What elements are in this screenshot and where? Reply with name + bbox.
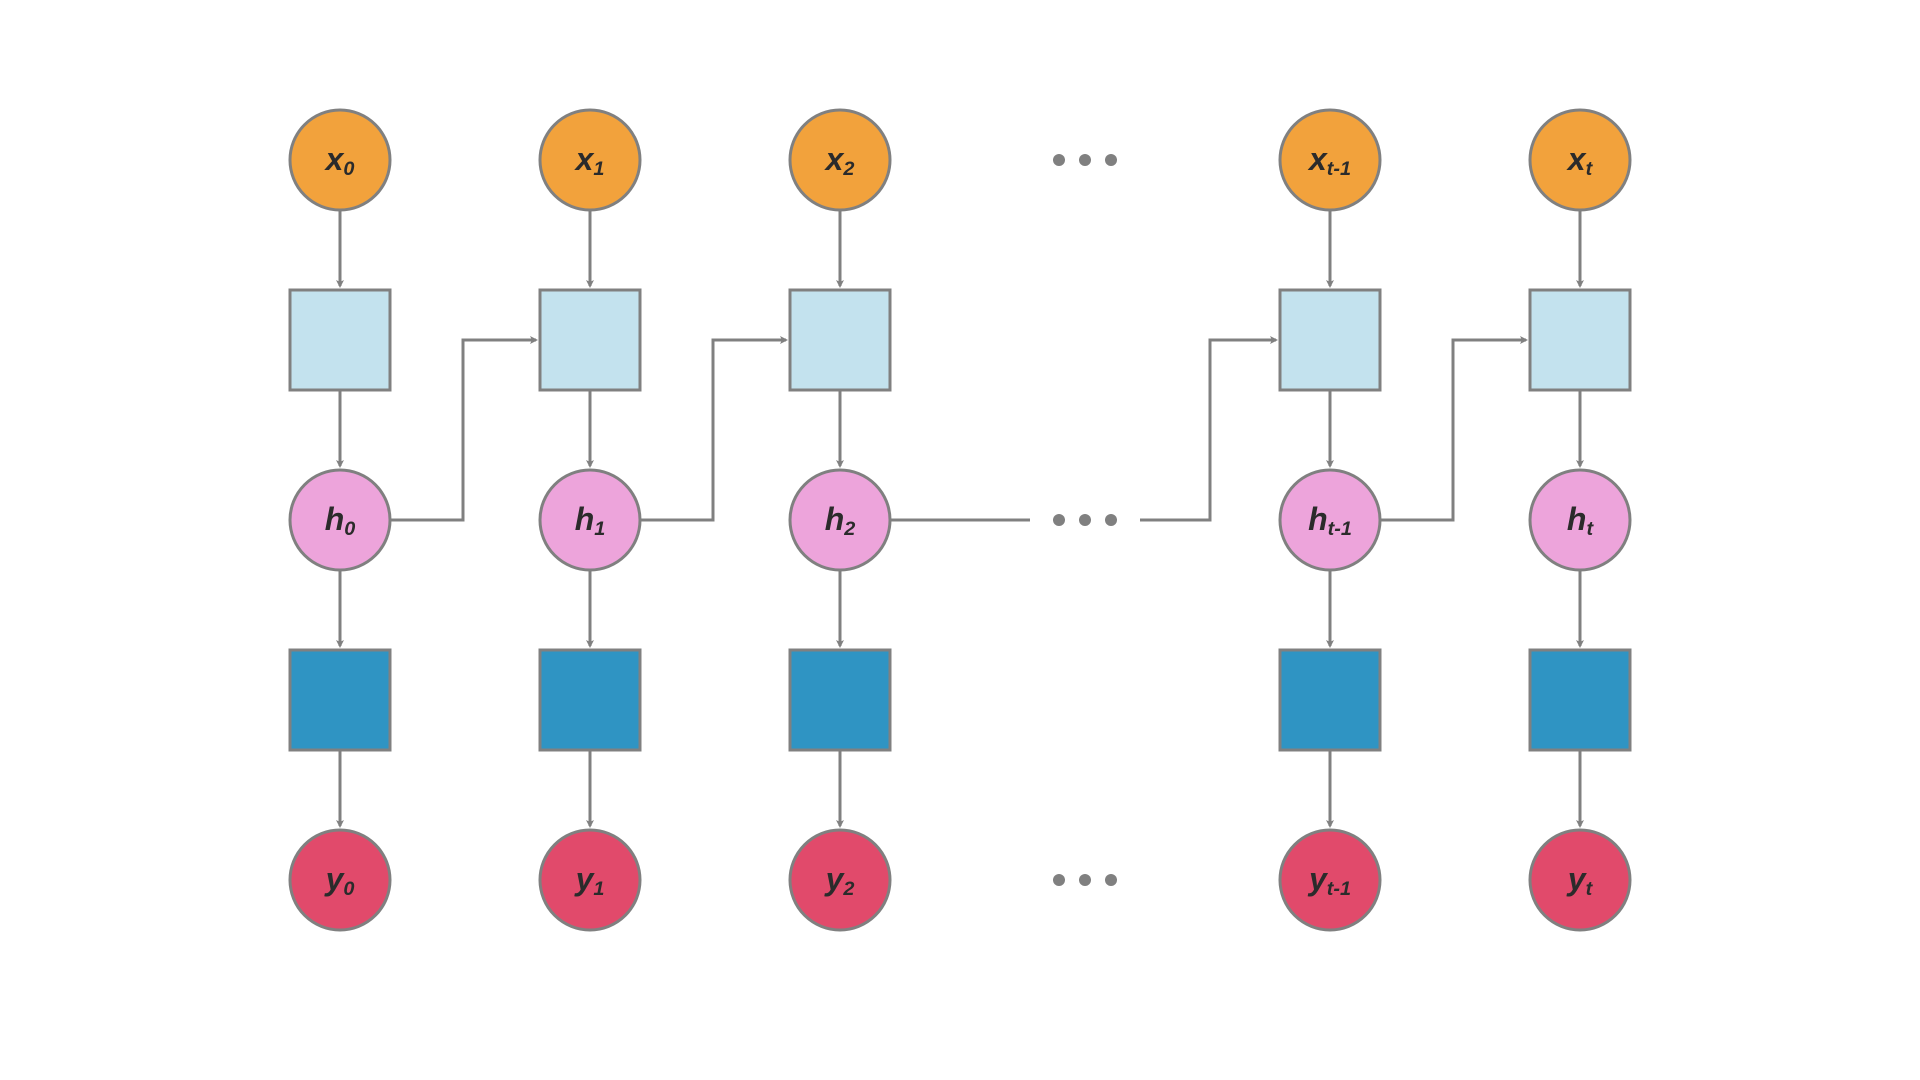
output-op-c2	[790, 650, 890, 750]
hidden-op-c0	[290, 290, 390, 390]
output-op-c0	[290, 650, 390, 750]
ellipsis-input-row	[1105, 154, 1117, 166]
ellipsis-hidden-row	[1105, 514, 1117, 526]
recurrent-stub-right	[1140, 340, 1276, 520]
ellipsis-output-row	[1079, 874, 1091, 886]
hidden-op-c2	[790, 290, 890, 390]
recurrent-arrow-c0-to-c1	[390, 340, 536, 520]
output-op-c1	[540, 650, 640, 750]
rnn-unrolled-diagram: x0h0y0x1h1y1x2h2y2xt-1ht-1yt-1xthtyt	[0, 0, 1920, 1080]
ellipsis-output-row	[1053, 874, 1065, 886]
hidden-op-c3	[1280, 290, 1380, 390]
ellipsis-input-row	[1053, 154, 1065, 166]
ellipsis-hidden-row	[1079, 514, 1091, 526]
recurrent-arrow-c3-to-c4	[1380, 340, 1526, 520]
hidden-op-c1	[540, 290, 640, 390]
ellipsis-hidden-row	[1053, 514, 1065, 526]
ellipsis-input-row	[1079, 154, 1091, 166]
ellipsis-output-row	[1105, 874, 1117, 886]
output-op-c3	[1280, 650, 1380, 750]
hidden-op-c4	[1530, 290, 1630, 390]
output-op-c4	[1530, 650, 1630, 750]
recurrent-arrow-c1-to-c2	[640, 340, 786, 520]
